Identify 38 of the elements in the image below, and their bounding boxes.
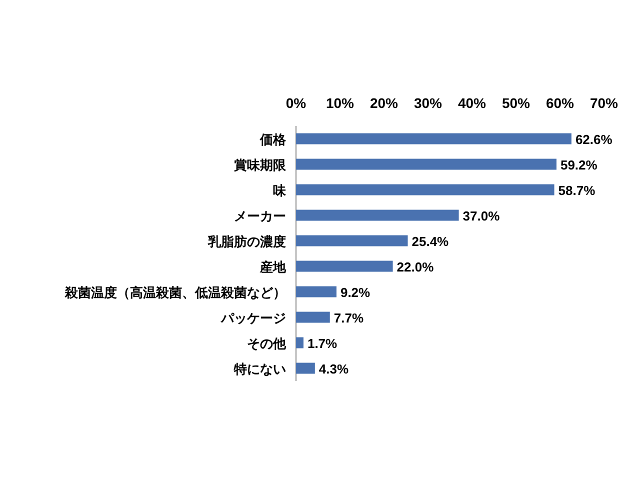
bar (296, 312, 330, 323)
bar (296, 260, 393, 272)
y-tick-label: 価格 (259, 132, 287, 147)
x-tick-label: 0% (286, 95, 307, 111)
data-label: 22.0% (396, 259, 434, 274)
bar (296, 362, 315, 374)
y-tick-label: 乳脂肪の濃度 (207, 234, 286, 249)
y-tick-label: 殺菌温度（高温殺菌、低温殺菌など） (64, 284, 286, 300)
data-label: 1.7% (307, 336, 338, 351)
y-tick-label: その他 (247, 336, 287, 351)
bar (296, 158, 556, 170)
y-tick-label: パッケージ (220, 310, 286, 326)
bar (296, 235, 408, 246)
bar (296, 210, 459, 221)
y-tick-label: メーカー (234, 208, 286, 224)
y-tick-label: 味 (273, 182, 287, 198)
y-tick-label: 特にない (233, 361, 286, 376)
data-label: 59.2% (560, 157, 598, 172)
x-tick-label: 10% (326, 95, 355, 111)
bar (296, 286, 336, 298)
y-tick-label: 賞味期限 (234, 157, 287, 172)
data-label: 58.7% (558, 182, 596, 198)
x-tick-label: 20% (370, 95, 399, 111)
bar (296, 133, 572, 144)
data-label: 37.0% (462, 208, 500, 224)
data-label: 62.6% (575, 132, 613, 147)
x-tick-label: 70% (590, 95, 619, 111)
x-tick-label: 30% (414, 95, 443, 111)
data-label: 25.4% (412, 234, 450, 249)
x-tick-label: 60% (546, 95, 575, 111)
x-tick-label: 40% (458, 95, 487, 111)
x-tick-label: 50% (502, 95, 531, 111)
data-label: 9.2% (340, 284, 371, 300)
y-tick-label: 産地 (259, 259, 287, 274)
data-label: 7.7% (334, 310, 364, 326)
bar (296, 337, 304, 348)
bar (296, 184, 554, 196)
data-label: 4.3% (318, 361, 349, 376)
